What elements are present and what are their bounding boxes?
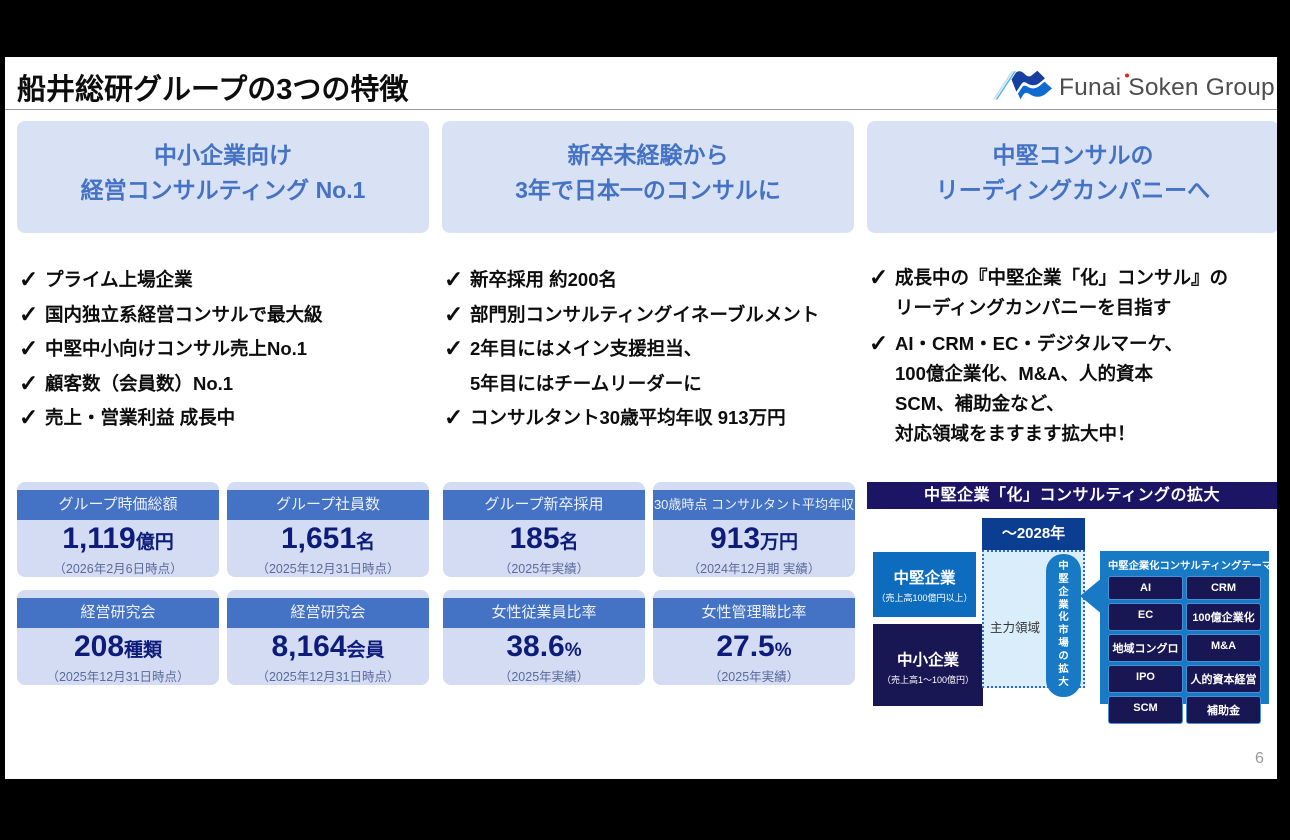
- svg-text:Funai Soken Group: Funai Soken Group: [1059, 74, 1275, 101]
